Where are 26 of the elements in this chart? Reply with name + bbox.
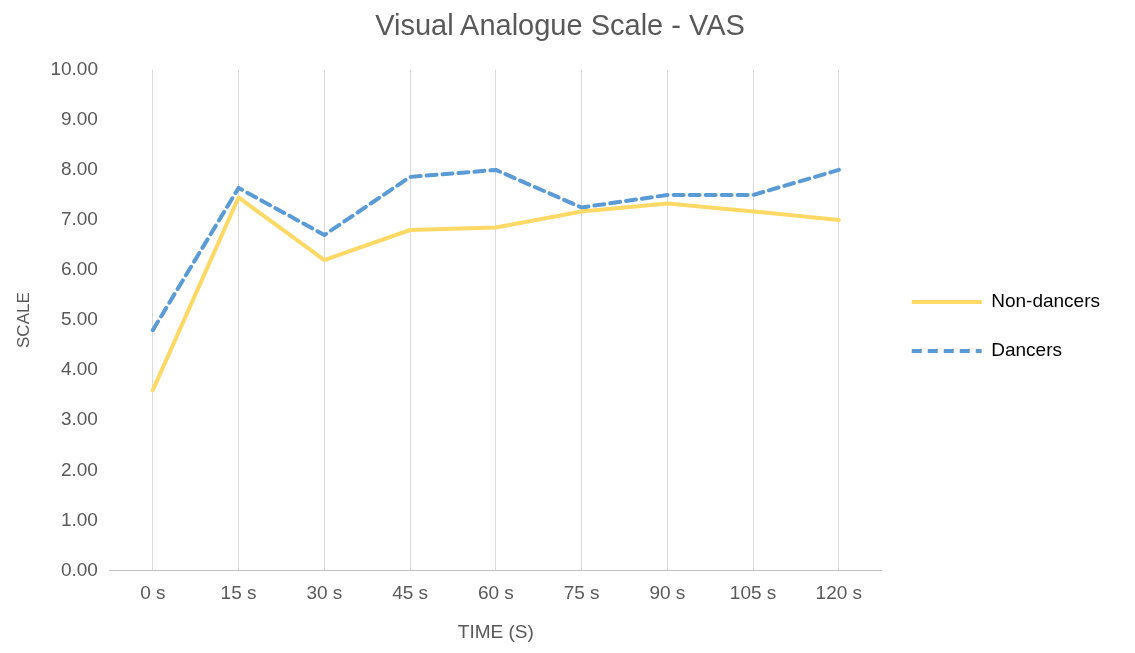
x-tick-label: 15 s	[220, 582, 257, 604]
x-tick-label: 75 s	[563, 582, 600, 604]
y-tick-label: 3.00	[60, 408, 98, 430]
y-tick-label: 6.00	[60, 258, 98, 280]
y-axis-title: SCALE	[13, 292, 33, 348]
y-tick-label: 1.00	[60, 508, 98, 530]
y-tick-label: 9.00	[60, 108, 98, 130]
y-tick-label: 5.00	[60, 308, 98, 330]
y-tick-label: 0.00	[60, 558, 98, 580]
line-series	[150, 167, 841, 333]
x-tick-label: 90 s	[649, 582, 686, 604]
y-tick-label: 7.00	[60, 208, 98, 230]
y-tick-label: 8.00	[60, 158, 98, 180]
y-tick-label: 2.00	[60, 458, 98, 480]
y-tick-label: 10.00	[50, 58, 98, 80]
x-tick-label: 45 s	[392, 582, 429, 604]
legend-label: Dancers	[991, 339, 1062, 361]
x-tick-label: 0 s	[140, 582, 166, 604]
x-tick-label: 120 s	[815, 582, 863, 604]
x-tick-label: 60 s	[477, 582, 514, 604]
legend-label: Non-dancers	[991, 290, 1100, 312]
x-tick-label: 30 s	[306, 582, 343, 604]
x-axis-title: TIME (S)	[457, 620, 534, 642]
y-tick-label: 4.00	[60, 358, 98, 380]
x-tick-label: 105 s	[729, 582, 777, 604]
chart-title: Visual Analogue Scale - VAS	[375, 9, 745, 42]
